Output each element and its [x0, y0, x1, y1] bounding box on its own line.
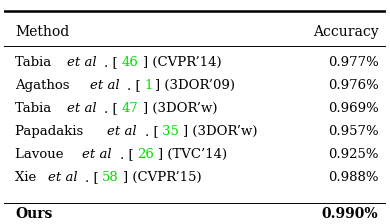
Text: et al: et al: [82, 148, 112, 161]
Text: et al: et al: [107, 125, 136, 138]
Text: Ours: Ours: [15, 207, 53, 221]
Text: et al: et al: [48, 171, 77, 184]
Text: 1: 1: [144, 79, 153, 92]
Text: Accuracy: Accuracy: [313, 25, 378, 39]
Text: ] (3DOR’09): ] (3DOR’09): [155, 79, 235, 92]
Text: et al: et al: [90, 79, 119, 92]
Text: 26: 26: [137, 148, 154, 161]
Text: . [: . [: [127, 79, 141, 92]
Text: 47: 47: [121, 102, 138, 115]
Text: Xie: Xie: [15, 171, 41, 184]
Text: 0.977%: 0.977%: [328, 56, 378, 69]
Text: ] (TVC’14): ] (TVC’14): [158, 148, 227, 161]
Text: . [: . [: [145, 125, 158, 138]
Text: 0.976%: 0.976%: [328, 79, 378, 92]
Text: . [: . [: [119, 148, 133, 161]
Text: ] (3DOR’w): ] (3DOR’w): [183, 125, 257, 138]
Text: ] (3DOR’w): ] (3DOR’w): [143, 102, 217, 115]
Text: Lavoue: Lavoue: [15, 148, 68, 161]
Text: 0.957%: 0.957%: [328, 125, 378, 138]
Text: 0.990%: 0.990%: [322, 207, 378, 221]
Text: et al: et al: [67, 102, 96, 115]
Text: Agathos: Agathos: [15, 79, 74, 92]
Text: Tabia: Tabia: [15, 56, 56, 69]
Text: 46: 46: [121, 56, 138, 69]
Text: ] (CVPR’14): ] (CVPR’14): [143, 56, 221, 69]
Text: 0.969%: 0.969%: [328, 102, 378, 115]
Text: . [: . [: [85, 171, 99, 184]
Text: ] (CVPR’15): ] (CVPR’15): [124, 171, 202, 184]
Text: . [: . [: [104, 56, 118, 69]
Text: 0.988%: 0.988%: [328, 171, 378, 184]
Text: Tabia: Tabia: [15, 102, 56, 115]
Text: 35: 35: [162, 125, 179, 138]
Text: 0.925%: 0.925%: [328, 148, 378, 161]
Text: et al: et al: [67, 56, 96, 69]
Text: Papadakis: Papadakis: [15, 125, 88, 138]
Text: . [: . [: [104, 102, 118, 115]
Text: 58: 58: [102, 171, 119, 184]
Text: Method: Method: [15, 25, 70, 39]
